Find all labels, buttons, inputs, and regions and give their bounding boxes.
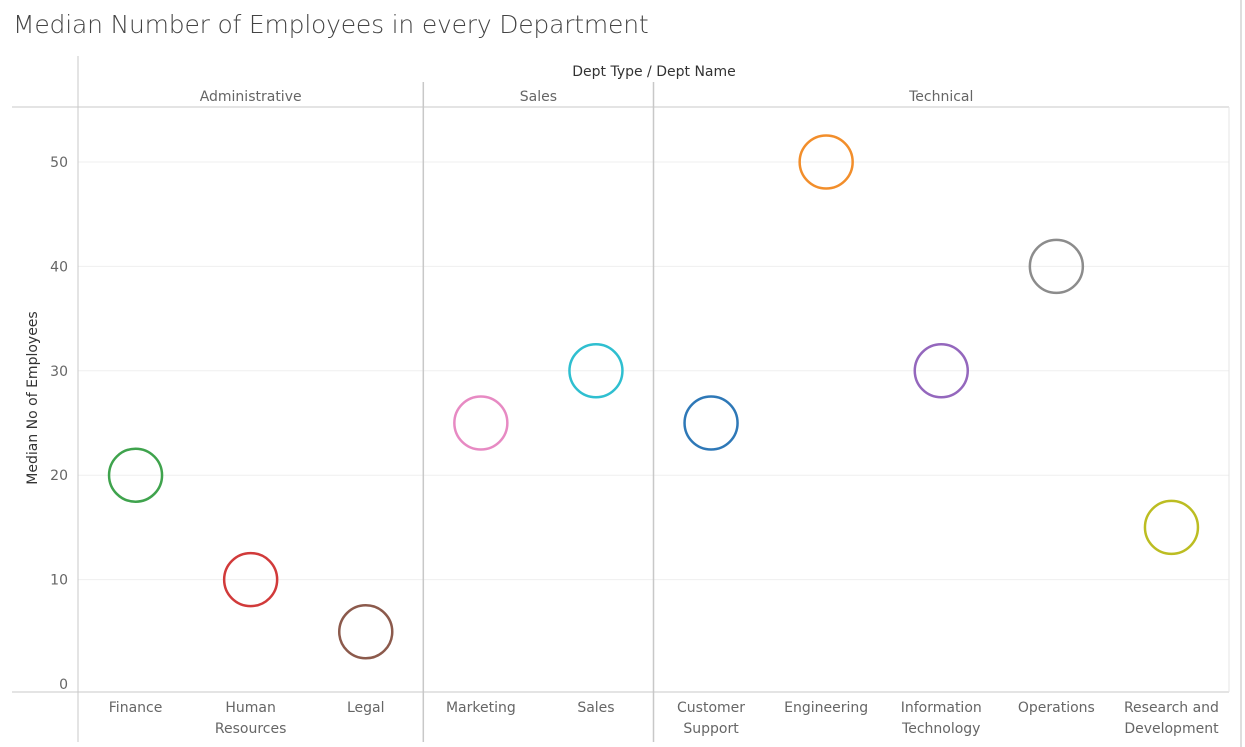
x-tick-label: Engineering bbox=[784, 700, 868, 716]
group-header: Sales bbox=[520, 89, 557, 105]
x-tick-label: Operations bbox=[1018, 700, 1095, 716]
data-point bbox=[107, 447, 164, 503]
y-tick-label: 50 bbox=[50, 155, 68, 171]
y-tick-label: 10 bbox=[50, 573, 68, 589]
y-tick-label: 0 bbox=[59, 677, 68, 693]
data-point bbox=[568, 343, 624, 399]
data-point bbox=[1143, 499, 1200, 556]
x-tick-label: Development bbox=[1124, 721, 1219, 737]
x-tick-label: Sales bbox=[577, 700, 614, 716]
y-tick-label: 20 bbox=[50, 468, 68, 484]
x-tick-label: Legal bbox=[347, 700, 385, 716]
x-tick-label: Information bbox=[901, 700, 982, 716]
x-tick-label: Research and bbox=[1124, 700, 1219, 716]
x-tick-label: Customer bbox=[677, 700, 745, 716]
y-axis-title: Median No of Employees bbox=[25, 311, 41, 484]
group-header: Technical bbox=[908, 89, 973, 105]
y-tick-label: 30 bbox=[50, 364, 68, 380]
x-tick-label: Human bbox=[225, 700, 276, 716]
data-point bbox=[683, 395, 739, 451]
data-point bbox=[453, 395, 509, 451]
data-point bbox=[798, 134, 854, 190]
x-tick-label: Resources bbox=[215, 721, 287, 737]
x-tick-label: Marketing bbox=[446, 700, 516, 716]
data-point bbox=[913, 343, 969, 399]
x-axis-title: Dept Type / Dept Name bbox=[572, 64, 736, 80]
x-tick-label: Finance bbox=[109, 700, 163, 716]
group-header: Administrative bbox=[200, 89, 302, 105]
data-point bbox=[338, 604, 394, 660]
data-point bbox=[222, 551, 279, 608]
data-point bbox=[1028, 238, 1085, 295]
x-tick-label: Technology bbox=[901, 721, 980, 737]
chart-title: Median Number of Employees in every Depa… bbox=[13, 10, 649, 39]
x-tick-label: Support bbox=[683, 721, 739, 737]
y-tick-label: 40 bbox=[50, 259, 68, 275]
